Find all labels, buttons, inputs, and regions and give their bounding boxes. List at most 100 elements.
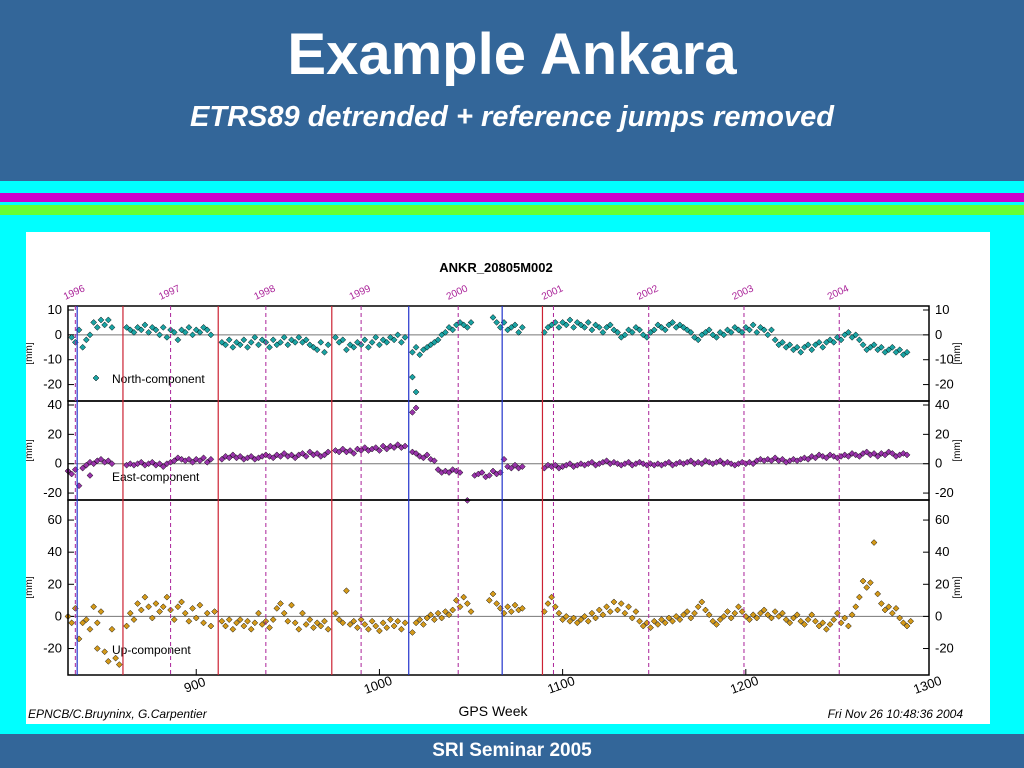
data-point xyxy=(324,625,332,633)
data-point xyxy=(324,341,332,349)
data-point xyxy=(764,611,772,619)
data-point xyxy=(592,614,599,622)
data-point xyxy=(830,616,838,623)
unit-label-left: [mm] xyxy=(26,576,35,598)
y-tick-label-right: -10 xyxy=(935,352,954,367)
data-point xyxy=(691,609,698,617)
data-point xyxy=(639,622,647,630)
data-point xyxy=(324,448,332,456)
data-point xyxy=(376,627,383,635)
data-point xyxy=(672,613,680,620)
data-point xyxy=(412,450,420,457)
data-point xyxy=(163,593,171,601)
data-point xyxy=(636,326,643,334)
data-point xyxy=(870,341,878,349)
data-point xyxy=(266,624,273,631)
data-point xyxy=(189,605,196,612)
panel-frame xyxy=(67,400,930,501)
data-point xyxy=(661,326,669,334)
year-marker-label: 2004 xyxy=(826,283,851,303)
data-point xyxy=(485,596,493,604)
data-point xyxy=(409,629,416,636)
data-point xyxy=(566,316,574,324)
data-point xyxy=(449,326,457,334)
data-point xyxy=(478,469,486,476)
data-point xyxy=(434,336,442,344)
data-point xyxy=(104,658,112,665)
data-point xyxy=(137,458,145,466)
data-point xyxy=(126,609,134,617)
data-point xyxy=(431,616,438,623)
data-point xyxy=(896,346,904,354)
data-point xyxy=(823,625,830,633)
data-point xyxy=(698,598,706,606)
data-point xyxy=(823,454,830,462)
data-point xyxy=(346,447,354,454)
data-point xyxy=(749,321,757,329)
data-point xyxy=(573,619,581,627)
data-point xyxy=(163,333,171,341)
data-point xyxy=(68,333,76,341)
data-point xyxy=(354,624,361,631)
data-point xyxy=(416,616,424,623)
data-point xyxy=(826,336,834,344)
data-point xyxy=(343,346,350,354)
data-point xyxy=(361,336,369,344)
data-point xyxy=(903,348,911,356)
data-point xyxy=(716,616,724,623)
data-point xyxy=(126,326,134,334)
data-point xyxy=(588,326,596,334)
data-point xyxy=(676,458,684,466)
data-point xyxy=(870,539,878,546)
data-point xyxy=(845,453,852,460)
data-point xyxy=(625,326,632,334)
data-point xyxy=(738,329,746,336)
data-point xyxy=(181,609,189,617)
data-point xyxy=(819,453,827,460)
y-tick-label-right: 20 xyxy=(935,426,949,441)
data-point xyxy=(489,314,497,321)
data-point xyxy=(211,608,218,615)
data-point xyxy=(229,343,237,351)
data-point xyxy=(390,622,398,630)
data-point xyxy=(390,444,398,451)
data-point xyxy=(621,609,629,617)
chart-figure: ANKR_20805M002 10 10 0 0 -10 -10 -20 -20 [mm] [mm… xyxy=(24,232,990,724)
data-point xyxy=(584,319,592,326)
data-point xyxy=(676,321,684,329)
data-point xyxy=(856,336,863,344)
data-point xyxy=(427,611,435,619)
data-point xyxy=(808,346,816,354)
data-point xyxy=(203,458,211,466)
data-point xyxy=(757,609,764,617)
data-point xyxy=(716,457,724,465)
data-point xyxy=(903,451,911,459)
data-point xyxy=(570,324,577,331)
data-point xyxy=(507,464,515,472)
data-point xyxy=(247,625,255,633)
data-point xyxy=(610,598,618,606)
data-point xyxy=(683,608,691,615)
data-point xyxy=(222,341,229,349)
decor-stripe-magenta xyxy=(0,193,1024,202)
data-point xyxy=(236,453,244,460)
data-point xyxy=(845,622,852,630)
data-point xyxy=(727,329,735,336)
data-point xyxy=(852,603,860,611)
y-tick-label-left: -20 xyxy=(43,485,62,500)
y-tick-label-right: 0 xyxy=(935,608,942,623)
unit-label-right: [mm] xyxy=(952,576,963,598)
data-point xyxy=(724,608,731,615)
data-point xyxy=(218,455,226,463)
data-point xyxy=(104,457,112,465)
data-point xyxy=(229,625,237,633)
data-point xyxy=(222,622,229,630)
unit-label-right: [mm] xyxy=(952,439,963,461)
data-point xyxy=(687,614,695,622)
data-point xyxy=(134,600,141,607)
data-point xyxy=(112,654,119,662)
data-point xyxy=(603,457,610,465)
data-point xyxy=(185,324,193,331)
data-point xyxy=(566,617,574,625)
data-point xyxy=(658,616,665,623)
